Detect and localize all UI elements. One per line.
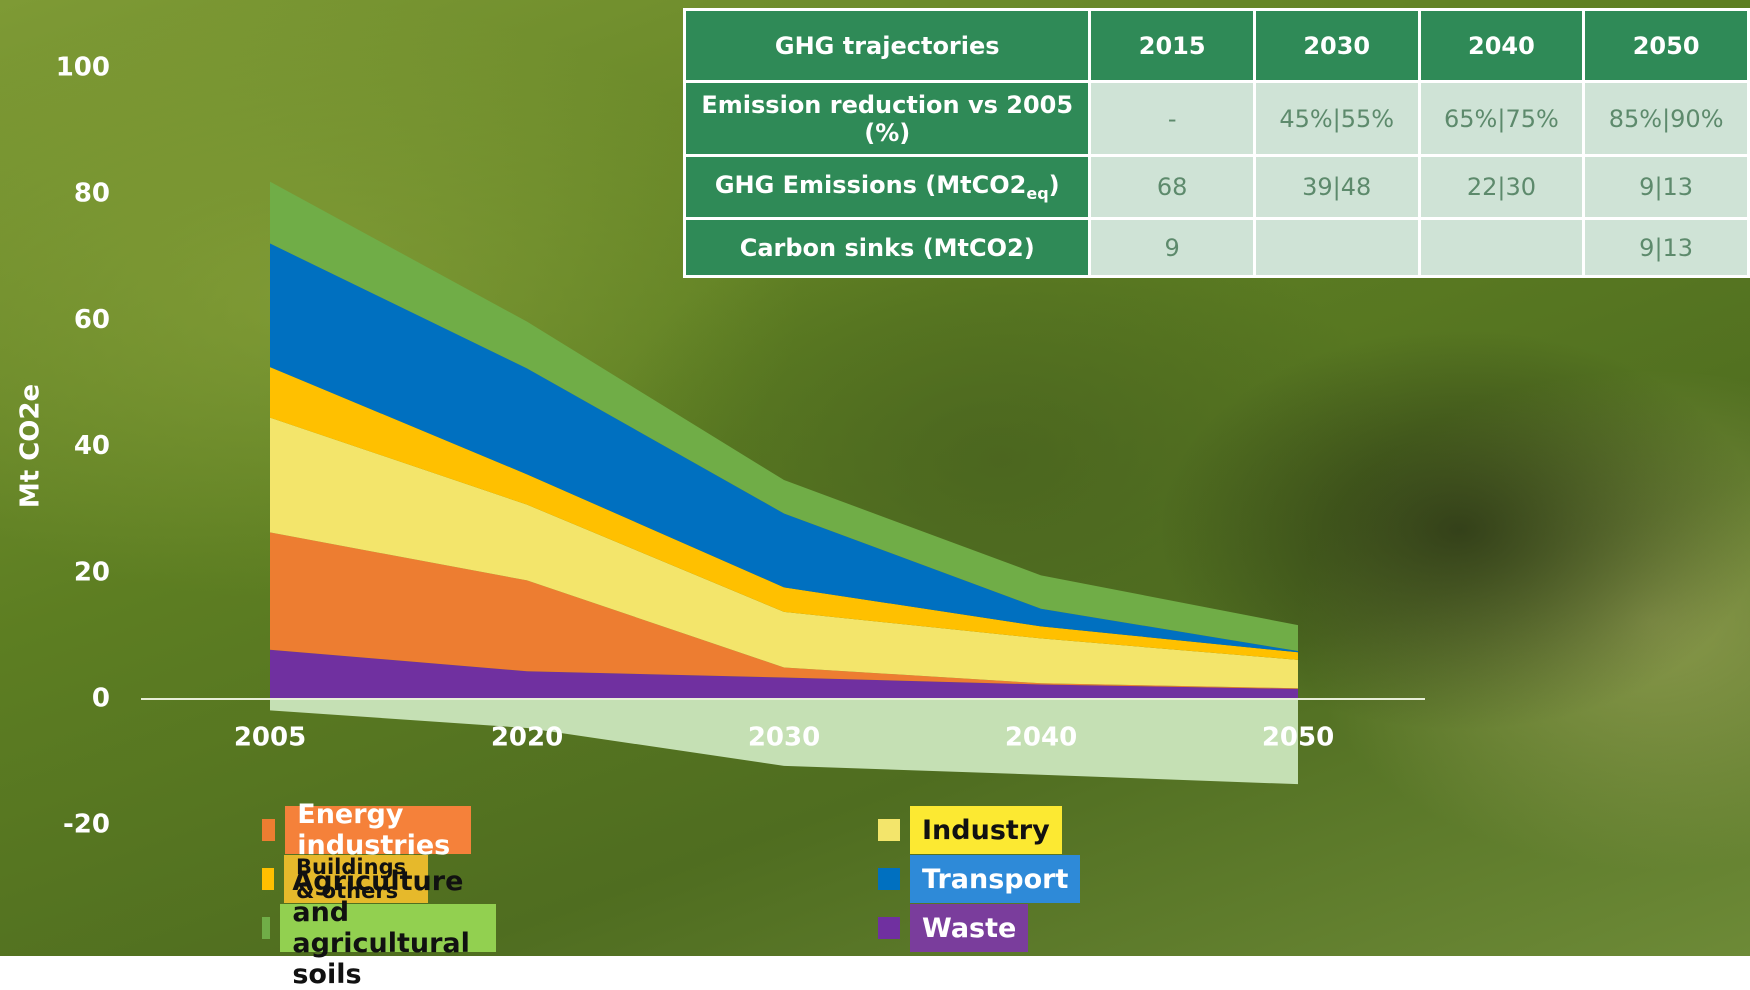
legend-item: Energy industries — [262, 806, 471, 854]
row-label: GHG Emissions (MtCO2eq) — [685, 156, 1090, 219]
legend-swatch — [262, 819, 275, 841]
x-tick-label: 2040 — [1005, 723, 1077, 753]
y-tick-label: -20 — [63, 810, 110, 840]
y-tick-label: 60 — [74, 305, 110, 335]
value-cell: 65%|75% — [1419, 82, 1584, 156]
value-cell: 39|48 — [1254, 156, 1419, 219]
legend-item: Agriculture and agricultural soils — [262, 904, 496, 952]
y-tick-label: 20 — [74, 557, 110, 587]
y-tick-label: 80 — [74, 179, 110, 209]
legend-label: Agriculture and agricultural soils — [280, 904, 495, 952]
value-cell: 9 — [1090, 219, 1254, 277]
x-tick-label: 2050 — [1262, 723, 1334, 753]
legend-swatch — [262, 917, 270, 939]
table-row: Carbon sinks (MtCO2)9 9|13 — [685, 219, 1749, 277]
row-label-sub: eq — [1026, 184, 1048, 203]
page: Mt CO2e -2002040608010020052020203020402… — [0, 0, 1750, 956]
x-tick-label: 2030 — [748, 723, 820, 753]
legend-swatch — [878, 819, 900, 841]
row-label: Emission reduction vs 2005 (%) — [685, 82, 1090, 156]
empty-cell — [1254, 219, 1419, 277]
legend-label: Industry — [910, 806, 1062, 854]
header-cell: 2030 — [1254, 10, 1419, 82]
x-tick-label: 2020 — [491, 723, 563, 753]
y-tick-label: 0 — [92, 684, 110, 714]
value-cell: 45%|55% — [1254, 82, 1419, 156]
value-cell: 22|30 — [1419, 156, 1584, 219]
legend-item: Transport — [878, 855, 1080, 903]
legend-label: Waste — [910, 904, 1028, 952]
value-cell: 85%|90% — [1584, 82, 1749, 156]
value-cell: - — [1090, 82, 1254, 156]
row-label: Carbon sinks (MtCO2) — [685, 219, 1090, 277]
value-cell: 9|13 — [1584, 219, 1749, 277]
legend-swatch — [878, 917, 900, 939]
table-row: Emission reduction vs 2005 (%)-45%|55%65… — [685, 82, 1749, 156]
legend-label: Transport — [910, 855, 1080, 903]
header-cell: 2015 — [1090, 10, 1254, 82]
legend-item: Industry — [878, 806, 1062, 854]
empty-cell — [1419, 219, 1584, 277]
x-tick-label: 2005 — [234, 723, 306, 753]
row-label-text: GHG Emissions (MtCO2 — [715, 171, 1027, 199]
y-tick-label: 100 — [56, 53, 110, 83]
value-cell: 68 — [1090, 156, 1254, 219]
legend-item: Waste — [878, 904, 1028, 952]
row-label-tail: ) — [1049, 171, 1060, 199]
value-cell: 9|13 — [1584, 156, 1749, 219]
y-tick-label: 40 — [74, 431, 110, 461]
legend-swatch — [262, 868, 274, 890]
legend-swatch — [878, 868, 900, 890]
header-cell: 2040 — [1419, 10, 1584, 82]
header-cell: 2050 — [1584, 10, 1749, 82]
y-axis-label: Mt CO2e — [16, 384, 46, 508]
header-cell: GHG trajectories — [685, 10, 1090, 82]
legend-label: Energy industries — [285, 806, 471, 854]
